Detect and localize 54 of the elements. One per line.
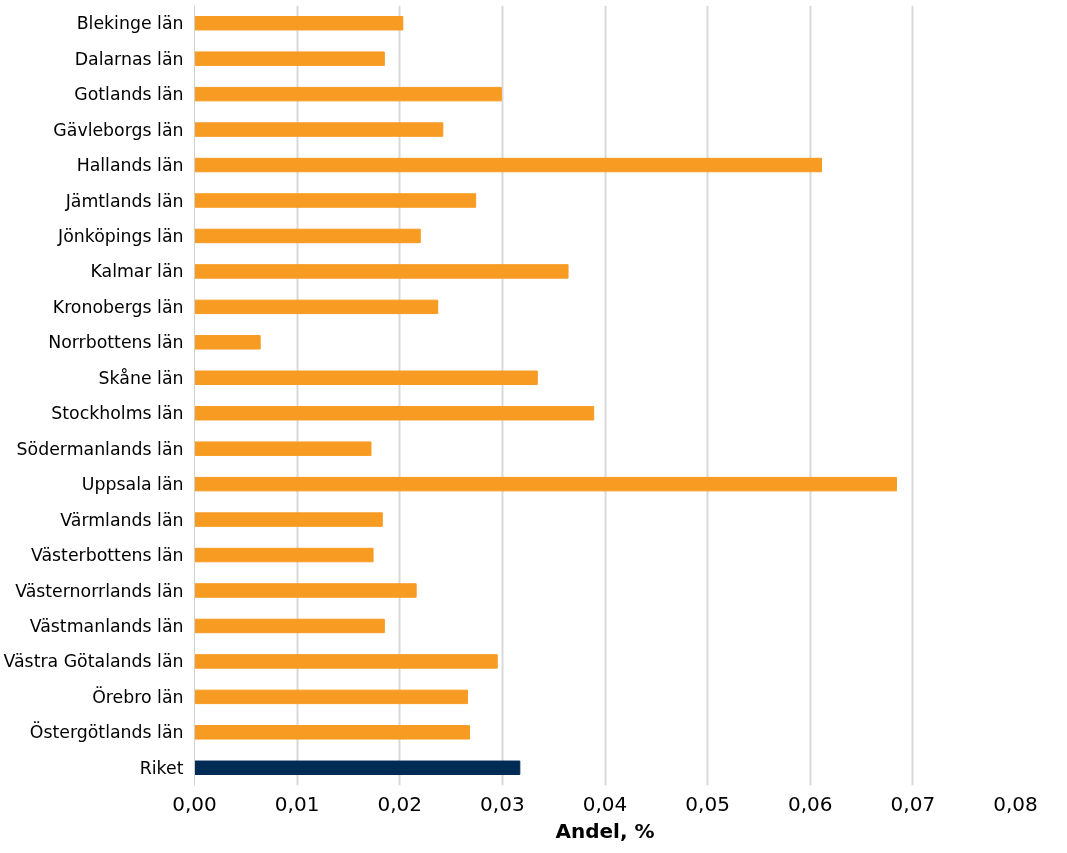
bar — [194, 370, 538, 386]
y-tick-label: Örebro län — [92, 685, 184, 707]
x-tick-label: 0,01 — [274, 791, 320, 816]
bar — [194, 264, 569, 279]
y-tick-label: Västra Götalands län — [3, 651, 184, 672]
x-tick-label: 0,07 — [890, 791, 936, 816]
x-tick-label: 0,08 — [993, 791, 1038, 816]
y-tick-label: Västernorrlands län — [15, 580, 184, 601]
y-tick-label: Blekinge län — [76, 13, 184, 34]
bar — [194, 476, 897, 492]
y-tick-label: Riket — [139, 757, 184, 778]
y-tick-label: Skåne län — [98, 367, 184, 388]
bar — [194, 583, 417, 598]
bar — [194, 228, 421, 244]
bar — [194, 760, 521, 776]
y-tick-label: Norrbottens län — [48, 332, 184, 353]
y-tick-label: Södermanlands län — [16, 438, 184, 459]
bar — [194, 512, 383, 527]
x-tick-label: 0,04 — [582, 791, 628, 816]
bar — [194, 618, 385, 634]
x-tick-label: 0,03 — [480, 791, 525, 816]
bar — [194, 157, 823, 173]
bar — [194, 405, 595, 421]
y-tick-label: Stockholms län — [51, 403, 184, 424]
y-tick-label: Värmlands län — [60, 509, 184, 530]
bar — [194, 725, 471, 740]
x-tick-label: 0,05 — [685, 791, 730, 816]
bar — [194, 51, 385, 66]
y-tick-label: Kronobergs län — [52, 296, 184, 317]
bar — [194, 193, 477, 208]
bar — [194, 654, 498, 669]
x-tick-label: 0,00 — [172, 791, 217, 816]
y-tick-label: Västerbottens län — [30, 545, 184, 566]
y-tick-label: Östergötlands län — [29, 721, 184, 743]
bar — [194, 122, 444, 137]
y-tick-label: Jönköpings län — [57, 225, 184, 246]
y-tick-label: Hallands län — [76, 155, 184, 176]
bar — [194, 15, 404, 31]
y-tick-label: Uppsala län — [81, 474, 184, 495]
y-tick-label: Jämtlands län — [64, 190, 184, 211]
bar — [194, 547, 374, 563]
bar — [194, 689, 468, 705]
x-axis-title: Andel, % — [555, 818, 655, 843]
y-tick-label: Gotlands län — [74, 84, 184, 105]
x-tick-label: 0,06 — [787, 791, 833, 816]
bar — [194, 441, 372, 456]
bar — [194, 335, 261, 350]
y-tick-label: Västmanlands län — [29, 615, 184, 636]
y-tick-label: Gävleborgs län — [53, 119, 184, 140]
bar — [194, 299, 439, 315]
x-tick-label: 0,02 — [377, 791, 423, 816]
bar — [194, 86, 502, 102]
y-tick-label: Kalmar län — [90, 261, 184, 282]
y-tick-label: Dalarnas län — [74, 48, 184, 69]
